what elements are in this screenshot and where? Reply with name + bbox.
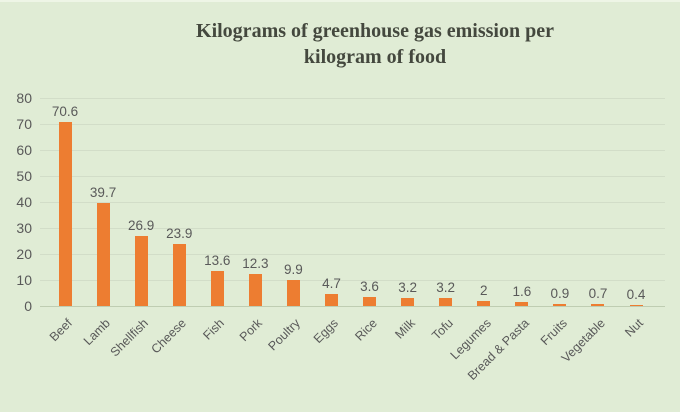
y-axis-tick-label: 70 [16, 116, 32, 132]
bar [439, 297, 453, 306]
x-axis-line [40, 305, 665, 307]
bar-value-label: 39.7 [89, 184, 117, 200]
bar [96, 202, 110, 306]
bar-value-label: 2 [480, 282, 488, 298]
bar-value-label: 0.7 [588, 286, 608, 302]
gridline [40, 123, 665, 125]
gridline [40, 175, 665, 177]
y-axis-tick-label: 20 [16, 246, 32, 262]
gridline [40, 149, 665, 151]
bar-value-label: 3.2 [436, 279, 456, 295]
bar [515, 301, 529, 306]
bar-value-label: 3.2 [398, 279, 418, 295]
y-axis-tick-label: 30 [16, 220, 32, 236]
bar [248, 274, 262, 306]
gridline [40, 227, 665, 229]
gridline [40, 253, 665, 255]
bar [363, 296, 377, 306]
bar [553, 303, 567, 306]
y-axis-tick-label: 60 [16, 142, 32, 158]
y-axis-tick-label: 40 [16, 194, 32, 210]
bar [629, 304, 643, 306]
bar-value-label: 0.9 [550, 285, 570, 301]
gridline [40, 279, 665, 281]
bar-value-label: 1.6 [512, 283, 532, 299]
y-axis-tick-label: 10 [16, 272, 32, 288]
bar-value-label: 13.6 [204, 252, 231, 268]
y-axis-tick-label: 0 [24, 298, 32, 314]
bar-value-label: 3.6 [360, 278, 379, 294]
bar [591, 304, 605, 306]
bar [134, 236, 148, 306]
bar-value-label: 70.6 [51, 104, 79, 120]
bar [58, 122, 72, 306]
bar [172, 243, 186, 306]
y-axis-tick-label: 80 [16, 90, 32, 106]
bar [324, 293, 338, 306]
chart-title: Kilograms of greenhouse gas emission per… [110, 18, 640, 70]
bar [401, 297, 415, 306]
chart-title-line-1: Kilograms of greenhouse gas emission per [196, 20, 554, 42]
bar-value-label: 4.7 [322, 275, 341, 291]
bar-value-label: 26.9 [127, 218, 155, 234]
bar [210, 270, 224, 306]
y-axis-tick-label: 50 [16, 168, 32, 184]
bar-value-label: 12.3 [242, 256, 269, 272]
bar-value-label: 9.9 [284, 262, 303, 278]
bar [286, 280, 300, 306]
bar-value-label: 0.4 [626, 286, 646, 302]
gridline [40, 97, 665, 99]
bar [477, 300, 491, 306]
bar-value-label: 23.9 [166, 225, 193, 241]
chart-title-line-2: kilogram of food [303, 46, 447, 68]
gridline [40, 201, 665, 203]
